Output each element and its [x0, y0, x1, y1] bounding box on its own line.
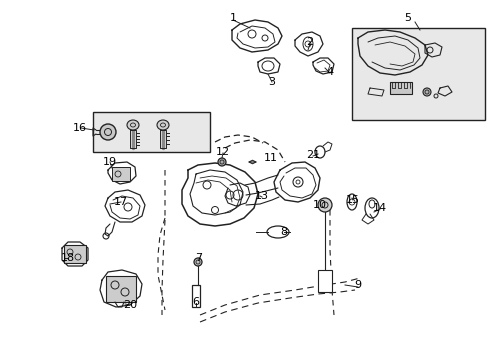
Text: 17: 17	[114, 197, 128, 207]
Text: 15: 15	[346, 195, 359, 205]
Text: 14: 14	[372, 203, 386, 213]
Text: 6: 6	[192, 297, 199, 307]
Bar	[192, 285, 200, 307]
Text: 13: 13	[254, 191, 268, 201]
Text: 18: 18	[61, 253, 75, 263]
Bar	[112, 167, 130, 181]
Circle shape	[194, 258, 202, 266]
Text: 8: 8	[280, 227, 287, 237]
Text: 5: 5	[404, 13, 411, 23]
Bar	[351, 28, 484, 120]
Bar	[317, 270, 331, 292]
Circle shape	[317, 198, 331, 212]
Text: 12: 12	[216, 147, 229, 157]
Text: 16: 16	[73, 123, 87, 133]
Ellipse shape	[127, 120, 139, 130]
Circle shape	[422, 88, 430, 96]
Text: 11: 11	[264, 153, 278, 163]
Text: 1: 1	[229, 13, 236, 23]
Ellipse shape	[157, 120, 169, 130]
Text: 10: 10	[312, 200, 326, 210]
Circle shape	[218, 158, 225, 166]
Bar	[93, 112, 209, 152]
Text: 19: 19	[103, 157, 117, 167]
Text: 3: 3	[268, 77, 275, 87]
Bar	[389, 82, 411, 94]
Text: 20: 20	[122, 300, 137, 310]
Text: 7: 7	[195, 253, 202, 263]
Bar	[64, 245, 86, 263]
Text: 4: 4	[326, 67, 333, 77]
Bar	[106, 276, 136, 302]
Text: 2: 2	[306, 37, 313, 47]
Text: 9: 9	[354, 280, 361, 290]
Text: 21: 21	[305, 150, 320, 160]
Circle shape	[100, 124, 116, 140]
